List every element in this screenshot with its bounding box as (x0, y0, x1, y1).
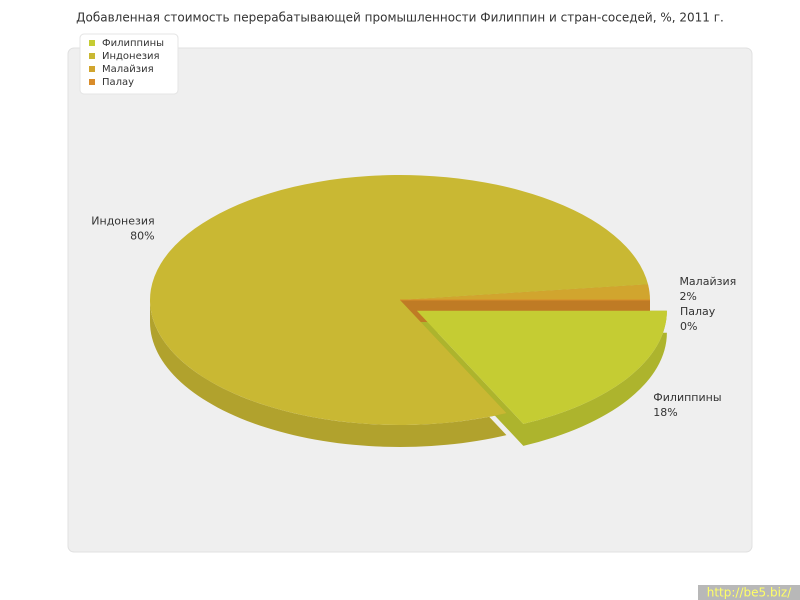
legend-label: Палау (102, 77, 134, 88)
slice-side (416, 310, 667, 446)
slice-value-label: 0% (680, 320, 697, 333)
legend-swatch (89, 79, 95, 85)
legend-swatch (89, 40, 95, 46)
legend-label: Малайзия (102, 64, 154, 75)
slice (150, 175, 649, 426)
slice-value-label: 2% (679, 290, 696, 303)
legend-label: Филиппины (102, 38, 164, 49)
legend-box (79, 33, 179, 95)
watermark: http://be5.biz/ (707, 586, 792, 600)
chart-title: Добавленная стоимость перерабатывающей п… (76, 11, 724, 25)
slice-label: Индонезия (91, 215, 154, 228)
legend-swatch (89, 53, 95, 59)
slice-label: Малайзия (679, 275, 736, 288)
slice (416, 310, 667, 424)
legend-swatch (89, 66, 95, 72)
legend-label: Индонезия (102, 51, 160, 62)
slice-label: Филиппины (653, 391, 721, 404)
slice-value-label: 80% (130, 230, 154, 243)
slice (400, 284, 650, 300)
slice-value-label: 18% (653, 406, 677, 419)
slice-label: Палау (680, 305, 716, 318)
watermark-bg (698, 585, 800, 600)
